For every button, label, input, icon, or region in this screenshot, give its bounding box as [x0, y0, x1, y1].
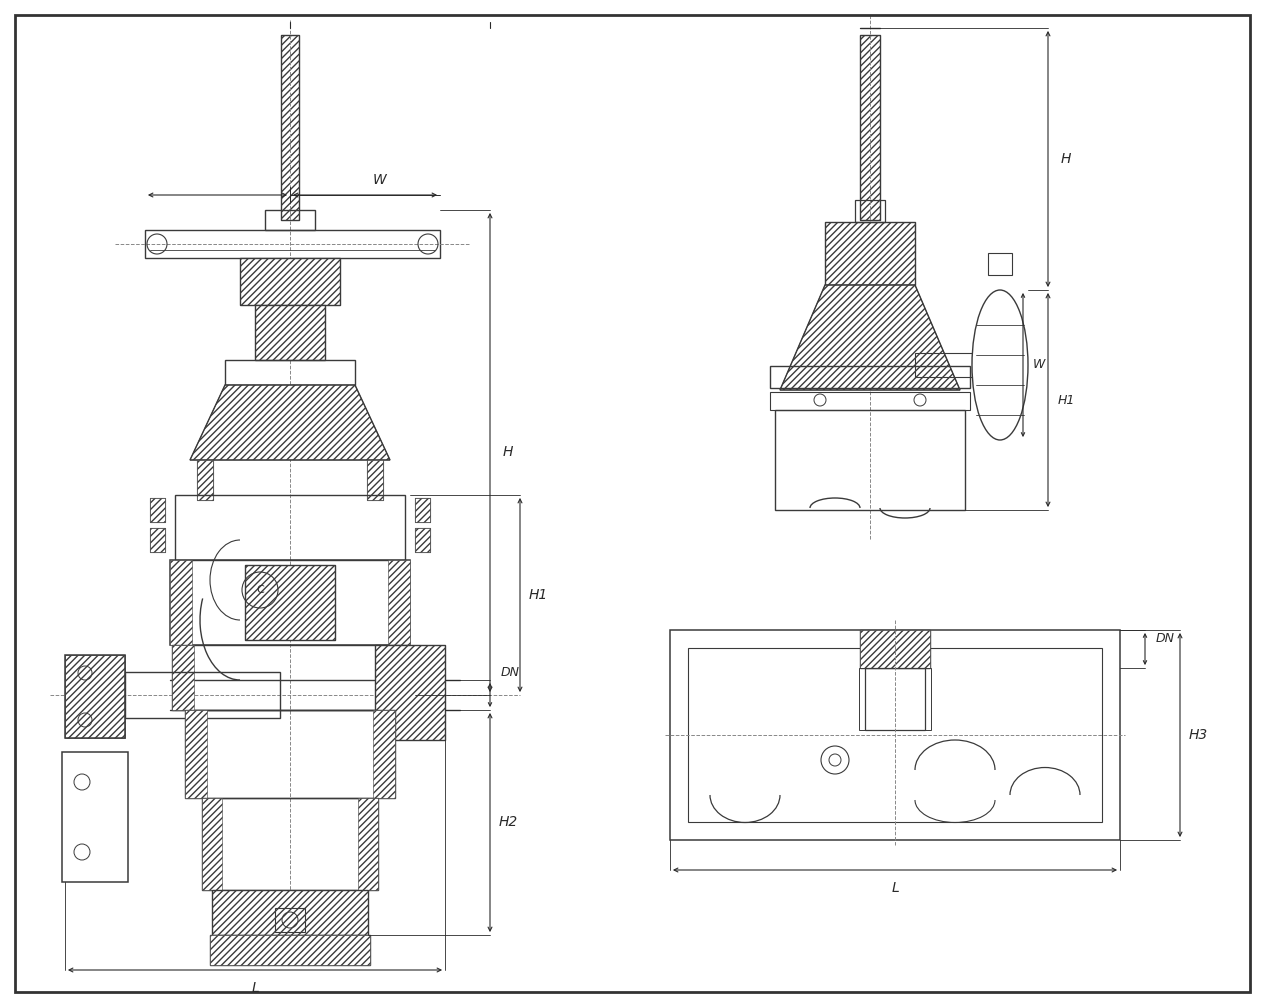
- Bar: [213, 890, 368, 936]
- Text: DN: DN: [501, 666, 520, 679]
- Bar: [281, 35, 299, 220]
- Bar: [670, 630, 1120, 840]
- Text: H1: H1: [1058, 394, 1075, 407]
- Ellipse shape: [972, 290, 1028, 440]
- Bar: [367, 460, 383, 500]
- Bar: [185, 710, 207, 798]
- Bar: [256, 305, 325, 359]
- Bar: [859, 668, 865, 730]
- Bar: [170, 560, 410, 645]
- Bar: [374, 645, 445, 740]
- Bar: [197, 460, 213, 500]
- Bar: [202, 798, 378, 890]
- Polygon shape: [781, 285, 960, 390]
- Bar: [151, 528, 164, 552]
- Bar: [65, 655, 125, 738]
- Bar: [172, 645, 409, 710]
- Bar: [65, 655, 125, 738]
- Bar: [210, 936, 369, 965]
- Text: H1: H1: [529, 588, 548, 602]
- Bar: [825, 222, 915, 285]
- Bar: [170, 560, 192, 645]
- Bar: [240, 258, 340, 305]
- Bar: [213, 890, 368, 936]
- Bar: [125, 672, 280, 718]
- Bar: [245, 565, 335, 640]
- Text: H: H: [502, 445, 514, 459]
- Text: L: L: [891, 881, 899, 895]
- Bar: [988, 253, 1012, 275]
- Bar: [275, 908, 305, 932]
- Polygon shape: [190, 385, 390, 460]
- Bar: [825, 222, 915, 285]
- Bar: [860, 35, 880, 220]
- Bar: [175, 495, 405, 560]
- Bar: [225, 359, 355, 385]
- Bar: [860, 630, 930, 668]
- Bar: [388, 560, 410, 645]
- Text: L: L: [252, 981, 259, 995]
- Bar: [415, 498, 430, 522]
- Bar: [172, 645, 194, 710]
- Text: H2: H2: [498, 816, 517, 830]
- Bar: [62, 752, 128, 882]
- Bar: [915, 353, 972, 377]
- Bar: [688, 648, 1102, 822]
- Bar: [264, 210, 315, 230]
- Bar: [281, 35, 299, 220]
- Bar: [210, 936, 369, 965]
- Bar: [860, 630, 930, 668]
- Bar: [860, 35, 880, 220]
- Bar: [865, 668, 925, 730]
- Bar: [256, 305, 325, 359]
- Bar: [386, 645, 409, 710]
- Bar: [374, 645, 445, 740]
- Bar: [415, 528, 430, 552]
- Bar: [202, 798, 221, 890]
- Text: W: W: [373, 173, 387, 187]
- Bar: [245, 565, 335, 640]
- Text: C: C: [256, 585, 264, 595]
- Bar: [415, 528, 430, 552]
- Text: W: W: [1032, 358, 1045, 372]
- Bar: [770, 366, 970, 388]
- Bar: [415, 498, 430, 522]
- Bar: [367, 460, 383, 500]
- Bar: [770, 392, 970, 410]
- Bar: [358, 798, 378, 890]
- Bar: [151, 498, 164, 522]
- Bar: [151, 528, 164, 552]
- Text: DN: DN: [1155, 632, 1174, 645]
- Text: H3: H3: [1188, 728, 1208, 742]
- Bar: [151, 498, 164, 522]
- Bar: [197, 460, 213, 500]
- Bar: [185, 710, 395, 798]
- Bar: [925, 668, 931, 730]
- Text: H: H: [1061, 152, 1071, 166]
- Bar: [775, 410, 965, 510]
- Bar: [240, 258, 340, 305]
- Bar: [855, 200, 886, 222]
- Bar: [145, 230, 440, 258]
- Bar: [373, 710, 395, 798]
